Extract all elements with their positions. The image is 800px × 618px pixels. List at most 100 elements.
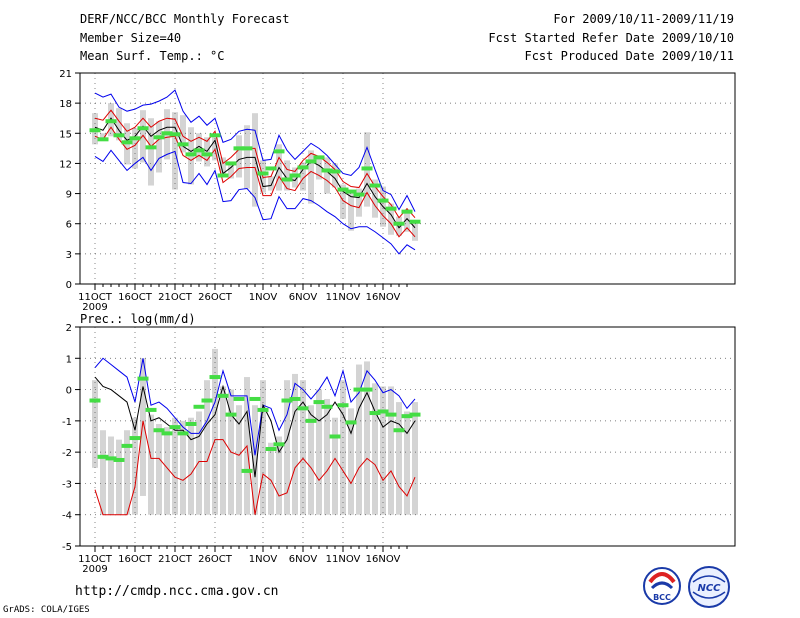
prec-ensemble-box [148, 414, 154, 515]
temp-observed-marker [145, 145, 157, 150]
prec-ensemble-box [100, 430, 106, 515]
temp-observed-marker [185, 152, 197, 157]
temp-observed-marker [121, 140, 133, 145]
temp-observed-marker [353, 192, 365, 197]
temp-ensemble-box [332, 163, 338, 188]
prec-observed-marker [169, 425, 181, 430]
prec-observed-marker [113, 457, 125, 462]
prec-observed-marker [121, 443, 133, 448]
prec-x-tick-label: 1NOV [249, 554, 278, 565]
temp-observed-marker [273, 149, 285, 154]
temp-ensemble-box [156, 121, 162, 173]
prec-ensemble-box [348, 408, 354, 515]
prec-observed-marker [225, 412, 237, 417]
prec-observed-marker [209, 375, 221, 380]
temp-observed-marker [153, 135, 165, 140]
prec-y-tick-label: 1 [66, 354, 72, 365]
temp-ensemble-box [300, 162, 306, 191]
prec-series-upper [94, 357, 416, 456]
bcc-logo-text: BCC [653, 593, 671, 602]
prec-ensemble-box [268, 442, 274, 515]
temp-observed-marker [209, 133, 221, 138]
temp-observed-marker [297, 165, 309, 170]
refer-date: Fcst Started Refer Date 2009/10/10 [488, 31, 734, 45]
temp-x-tick-label: 1NOV [249, 292, 278, 303]
prec-ensemble-box [116, 439, 122, 515]
temp-observed-marker [281, 177, 293, 182]
prec-ensemble-box [220, 386, 226, 515]
prec-x-tick-label: 16OCT [118, 554, 153, 565]
prec-observed-marker [89, 398, 101, 403]
temp-ensemble-box [196, 133, 202, 162]
temp-observed-marker [289, 173, 301, 178]
temp-x-tick-label: 26OCT [198, 292, 233, 303]
temp-ensemble-box [324, 157, 330, 194]
temp-ensemble-box [228, 162, 234, 179]
bcc-logo-arc [648, 572, 676, 584]
temp-ensemble-box [140, 110, 146, 163]
temp-series-upper [94, 89, 416, 212]
temp-observed-marker [313, 155, 325, 160]
prec-observed-marker [193, 404, 205, 409]
prec-observed-marker [201, 398, 213, 403]
prec-y-tick-label: -1 [62, 417, 72, 428]
prec-ensemble-box [212, 348, 218, 515]
prec-ensemble-box [252, 405, 258, 515]
prec-ensemble-box [92, 380, 98, 468]
temp-observed-marker [97, 137, 109, 142]
prec-x-tick-label: 6NOV [289, 554, 318, 565]
prec-observed-marker [385, 412, 397, 417]
prec-ensemble-box [316, 389, 322, 515]
prec-observed-marker [161, 431, 173, 436]
temp-observed-marker [161, 131, 173, 136]
temp-y-tick-label: 21 [59, 69, 72, 80]
temp-observed-marker [169, 132, 181, 137]
prec-y-tick-label: 2 [66, 323, 72, 334]
prec-observed-marker [393, 428, 405, 433]
prec-observed-marker [329, 434, 341, 439]
prec-observed-marker [145, 407, 157, 412]
temp-observed-marker [105, 119, 117, 124]
prec-ensemble-box [388, 386, 394, 515]
temp-ensemble-box [308, 150, 314, 204]
forecast-period: For 2009/10/11-2009/11/19 [553, 12, 734, 26]
temp-observed-marker [409, 219, 421, 224]
prec-observed-marker [345, 420, 357, 425]
temperature-panel: 0 3 6 9 12 15 18 21 11OCT 16OCT 21OCT 26OCT 1NOV 6NOV… [59, 69, 736, 313]
temp-observed-marker [393, 221, 405, 226]
prec-observed-marker [129, 436, 141, 441]
prec-observed-marker [353, 387, 365, 392]
temp-observed-marker [361, 166, 373, 171]
prec-x-tick-label: 26OCT [198, 554, 233, 565]
temp-observed-marker [217, 173, 229, 178]
temp-observed-marker [201, 152, 213, 157]
prec-ensemble-box [380, 386, 386, 515]
temp-ensemble-box [220, 157, 226, 174]
temp-ensemble-box [396, 216, 402, 236]
prec-observed-marker [305, 418, 317, 423]
bcc-logo: BCC [643, 567, 681, 605]
prec-ensemble-box [356, 364, 362, 515]
prec-y-tick-label: -3 [62, 479, 72, 490]
prec-y-tick-label: -5 [62, 542, 72, 553]
prec-y-tick-label: 0 [66, 386, 72, 397]
temp-observed-marker [241, 146, 253, 151]
prec-observed-marker [137, 376, 149, 381]
temp-ensemble-box [244, 125, 250, 189]
temp-observed-marker [137, 126, 149, 131]
temp-ensemble-box [180, 115, 186, 153]
temp-ensemble-box [116, 108, 122, 141]
member-size: Member Size=40 [80, 31, 182, 45]
temp-observed-marker [377, 198, 389, 203]
temp-ensemble-box [284, 160, 290, 191]
temp-observed-marker [369, 183, 381, 188]
prec-ensemble-box [140, 358, 146, 496]
prec-ensemble-box [332, 417, 338, 515]
prec-observed-marker [297, 406, 309, 411]
temp-y-tick-label: 3 [66, 250, 72, 261]
prec-observed-marker [105, 456, 117, 461]
precipitation-panel: -5 -4 -3 -2 -1 0 1 2 11OCT 16OCT 21OCT 26OCT 1NOV 6NO… [62, 323, 736, 575]
temp-observed-marker [401, 209, 413, 214]
prec-ensemble-box [156, 423, 162, 515]
